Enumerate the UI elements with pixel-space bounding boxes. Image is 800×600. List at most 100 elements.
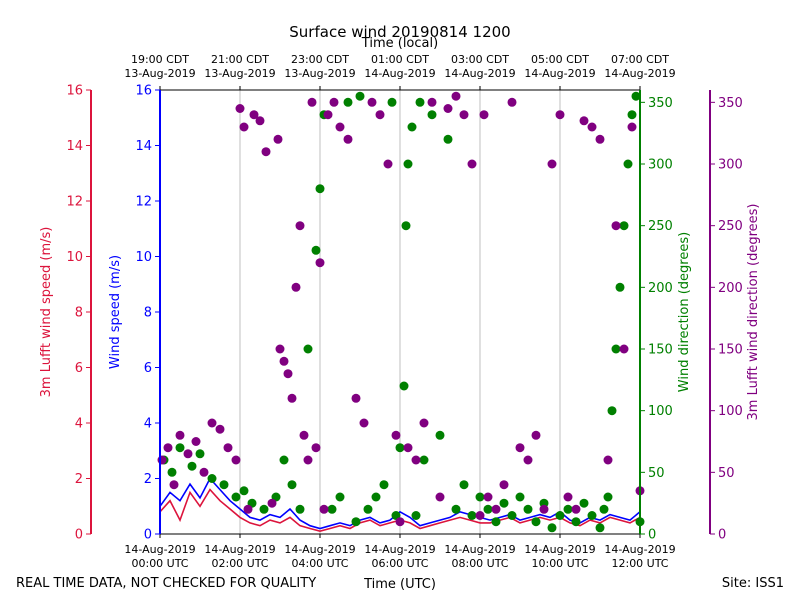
lufft-direction-tick-label: 0 — [718, 528, 726, 543]
wind-direction-point — [435, 430, 445, 440]
lufft-speed-axis-label: 3m Lufft wind speed (m/s) — [39, 227, 54, 398]
3m-lufft-wind-direction-point — [329, 97, 339, 107]
3m-lufft-wind-direction-point — [427, 97, 437, 107]
3m-lufft-wind-direction-point — [207, 418, 217, 428]
wind-direction-point — [555, 511, 565, 520]
3m-lufft-wind-direction-point — [169, 480, 179, 490]
lufft-direction-tick-label: 300 — [718, 158, 743, 173]
3m-lufft-wind-direction-point — [523, 455, 533, 465]
lufft-direction-axis-label: 3m Lufft wind direction (degrees) — [746, 204, 761, 421]
wind-direction-point — [603, 492, 613, 502]
3m-lufft-wind-direction-point — [163, 443, 173, 453]
top-tick-label-time: 19:00 CDT — [131, 53, 189, 66]
3m-lufft-wind-direction-point — [499, 480, 509, 490]
lufft-direction-tick-label: 150 — [718, 343, 743, 358]
wind-speed-tick-label: 6 — [144, 361, 152, 376]
x-tick-label-time: 02:00 UTC — [211, 557, 268, 570]
wind-speed-tick-label: 16 — [135, 84, 152, 99]
3m-lufft-wind-direction-point — [291, 282, 301, 292]
wind-direction-point — [415, 97, 425, 107]
3m-lufft-wind-direction-point — [199, 467, 209, 477]
3m-lufft-wind-direction-point — [335, 122, 345, 132]
3m-lufft-wind-direction-point — [239, 122, 249, 132]
top-tick-label-time: 03:00 CDT — [451, 53, 509, 66]
top-axis-label: Time (local) — [361, 36, 438, 51]
wind-direction-point — [343, 97, 353, 107]
wind-direction-point — [515, 492, 525, 502]
wind-direction-point — [631, 91, 641, 101]
x-tick-label-date: 14-Aug-2019 — [204, 543, 275, 556]
footer-disclaimer: REAL TIME DATA, NOT CHECKED FOR QUALITY — [16, 576, 316, 591]
wind-direction-point — [167, 467, 177, 477]
wind-direction-point — [395, 443, 405, 453]
3m-lufft-wind-direction-point — [351, 393, 361, 403]
lufft-direction-tick-label: 250 — [718, 219, 743, 234]
wind-speed-tick-label: 4 — [144, 417, 152, 432]
top-tick-label-time: 01:00 CDT — [371, 53, 429, 66]
x-tick-label-date: 14-Aug-2019 — [524, 543, 595, 556]
3m-lufft-wind-direction-point — [287, 393, 297, 403]
wind-direction-point — [351, 517, 361, 527]
wind-direction-point — [623, 159, 633, 169]
x-tick-label-time: 04:00 UTC — [291, 557, 348, 570]
wind-direction-point — [547, 523, 557, 533]
3m-lufft-wind-direction-point — [231, 455, 241, 465]
x-tick-label-date: 14-Aug-2019 — [364, 543, 435, 556]
wind-direction-point — [627, 110, 637, 120]
3m-lufft-wind-direction-point — [435, 492, 445, 502]
3m-lufft-wind-direction-point — [275, 344, 285, 354]
3m-lufft-wind-direction-point — [403, 443, 413, 453]
3m-lufft-wind-direction-point — [627, 122, 637, 132]
lufft-speed-tick-label: 4 — [75, 417, 83, 432]
3m-lufft-wind-direction-point — [531, 430, 541, 440]
wind-direction-point — [619, 221, 629, 231]
wind-direction-point — [587, 511, 597, 520]
wind-direction-point — [335, 492, 345, 502]
wind-direction-tick-label: 50 — [648, 466, 665, 481]
3m-lufft-wind-direction-point — [367, 97, 377, 107]
lufft-speed-tick-label: 10 — [66, 250, 83, 265]
3m-lufft-wind-direction-point — [475, 511, 485, 520]
3m-lufft-wind-direction-point — [255, 116, 265, 126]
3m-lufft-wind-direction-point — [383, 159, 393, 169]
wind-direction-point — [407, 122, 417, 132]
wind-direction-axis-label: Wind direction (degrees) — [677, 232, 692, 392]
wind-direction-point — [411, 511, 421, 520]
top-tick-label-time: 21:00 CDT — [211, 53, 269, 66]
top-tick-label-date: 14-Aug-2019 — [604, 67, 675, 80]
wind-direction-point — [195, 449, 205, 459]
3m-lufft-wind-direction-point — [267, 498, 277, 508]
wind-direction-point — [607, 406, 617, 416]
3m-lufft-wind-direction-point — [243, 504, 253, 514]
top-tick-label-time: 05:00 CDT — [531, 53, 589, 66]
3m-lufft-wind-direction-point — [343, 134, 353, 144]
site-label: Site: ISS1 — [722, 576, 784, 591]
wind-direction-point — [403, 159, 413, 169]
wind-direction-point — [467, 511, 477, 520]
wind-direction-point — [443, 134, 453, 144]
lufft-speed-tick-label: 16 — [66, 84, 83, 99]
3m-lufft-wind-direction-point — [323, 110, 333, 120]
wind-direction-point — [327, 504, 337, 514]
x-tick-label-time: 08:00 UTC — [451, 557, 508, 570]
wind-direction-point — [475, 492, 485, 502]
wind-direction-tick-label: 350 — [648, 96, 673, 111]
wind-direction-point — [563, 504, 573, 514]
3m-lufft-wind-direction-point — [283, 369, 293, 379]
wind-speed-tick-label: 8 — [144, 306, 152, 321]
x-tick-label-time: 06:00 UTC — [371, 557, 428, 570]
wind-direction-point — [295, 504, 305, 514]
wind-speed-axis-label: Wind speed (m/s) — [108, 255, 123, 369]
wind-direction-point — [595, 523, 605, 533]
3m-lufft-wind-direction-point — [547, 159, 557, 169]
3m-lufft-wind-direction-point — [295, 221, 305, 231]
3m-lufft-wind-direction-point — [483, 492, 493, 502]
wind-direction-point — [219, 480, 229, 490]
wind-direction-point — [459, 480, 469, 490]
3m-lufft-wind-direction-point — [411, 455, 421, 465]
wind-direction-tick-label: 300 — [648, 158, 673, 173]
wind-direction-point — [379, 480, 389, 490]
wind-speed-tick-label: 2 — [144, 472, 152, 487]
lufft-direction-tick-label: 50 — [718, 466, 735, 481]
